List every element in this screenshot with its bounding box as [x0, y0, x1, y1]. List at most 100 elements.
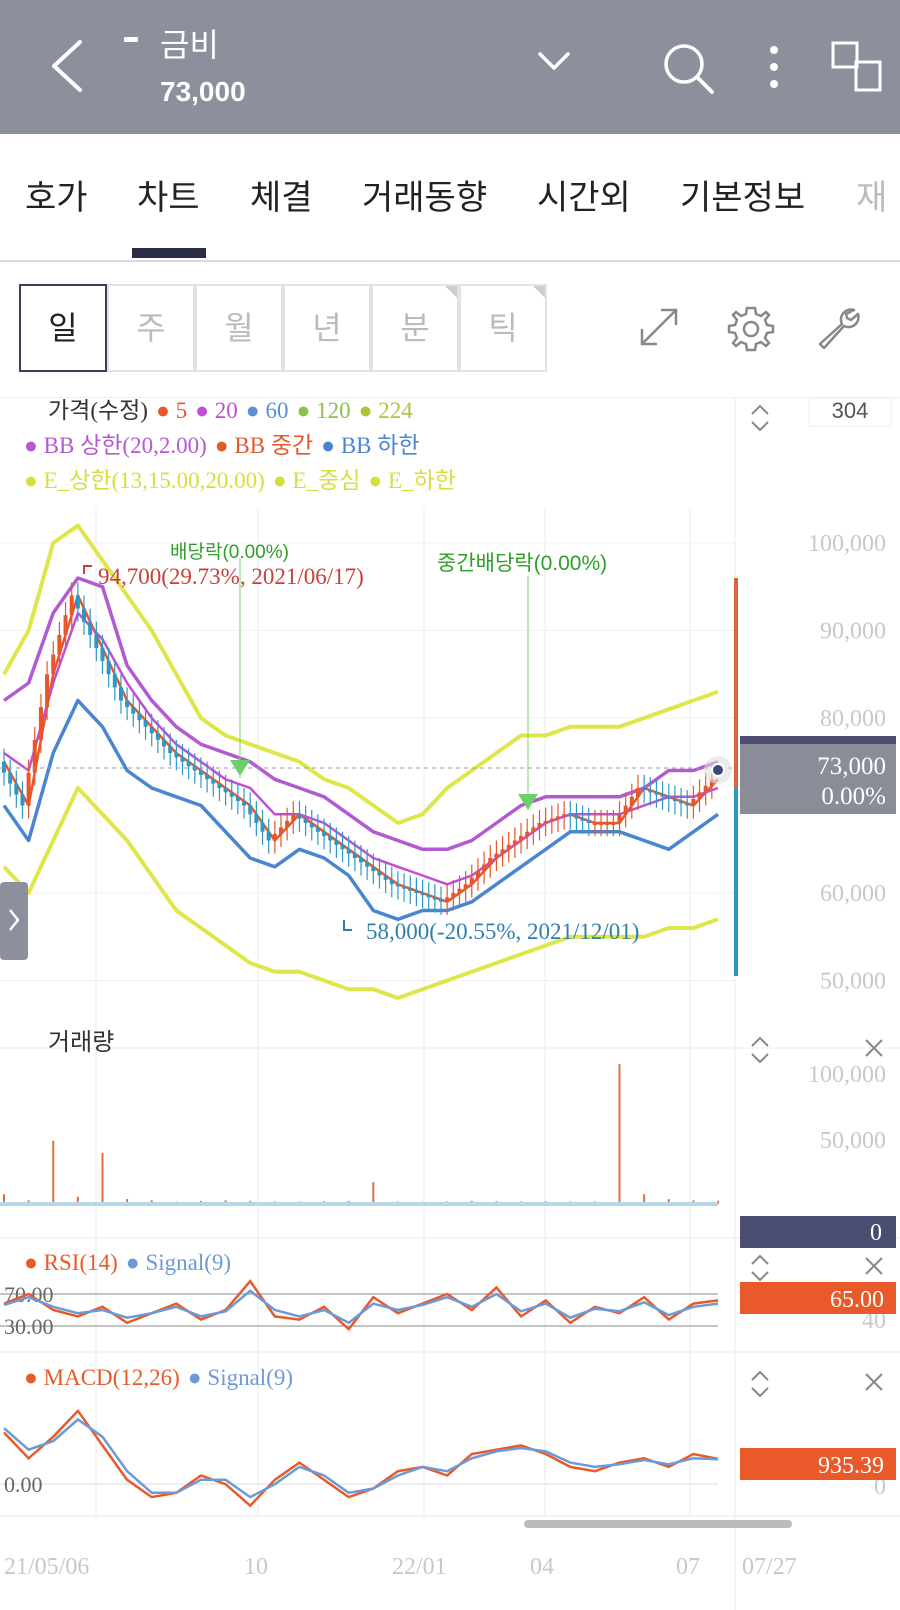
legend-dot-icon: ● [195, 398, 215, 423]
macd-panel-close-icon[interactable] [865, 1373, 883, 1391]
candle-body [198, 770, 203, 775]
candle-body [32, 739, 37, 773]
tab-orderbook[interactable]: 호가 [25, 179, 88, 217]
volume-bar [667, 1199, 670, 1204]
volume-bar [76, 1196, 79, 1204]
horizontal-scrollbar[interactable] [524, 1520, 792, 1528]
candle-body [26, 772, 31, 806]
candle-body [328, 836, 333, 841]
stock-chart[interactable]: 가격(수정) ● 5 ● 20 ● 60 ● 120 ● 224 ● BB 상한(20,2… [0, 398, 900, 1610]
candle-body [482, 864, 487, 872]
back-arrow-icon[interactable] [46, 36, 96, 96]
stock-name[interactable]: 금비 [160, 27, 219, 63]
candle-body [691, 798, 696, 806]
candle-body [611, 823, 616, 825]
chart-grid [0, 398, 900, 1610]
period-week-button[interactable]: 주 [107, 284, 195, 372]
candle-body [14, 783, 19, 795]
candle-body [599, 823, 604, 825]
volume-title: 거래량 [48, 1029, 114, 1056]
volume-tick-50000: 50,000 [820, 1128, 886, 1154]
legend-item: 5 [176, 398, 188, 423]
tab-financials[interactable]: 재 [856, 179, 888, 217]
candle-body [672, 798, 677, 802]
tab-chart[interactable]: 차트 [137, 179, 200, 217]
volume-panel-close-icon[interactable] [865, 1039, 883, 1057]
candle-body [586, 820, 591, 823]
volume-tick-100000: 100,000 [808, 1062, 886, 1088]
volume-panel-resize-icon[interactable] [751, 1036, 769, 1064]
legend-item: MACD(12,26) [44, 1365, 180, 1390]
price-tick-label: 50,000 [820, 969, 886, 995]
stock-price: 73,000 [160, 76, 246, 107]
envelope-legend: ● E_상한(13,15.00,20.00) ● E_중심 ● E_하한 [24, 468, 456, 493]
candle-body [162, 739, 167, 747]
candle-body [648, 790, 653, 793]
candle-body [432, 897, 437, 900]
price-tick-label: 100,000 [808, 531, 886, 557]
macd-badge [740, 1448, 896, 1480]
candle-body [174, 753, 179, 758]
x-tick-label: 21/05/06 [4, 1554, 89, 1580]
candle-body [371, 866, 376, 872]
candle-body [278, 827, 283, 834]
candle-body [679, 801, 684, 804]
volume-bar [643, 1194, 646, 1204]
series-line-E_하한 [2, 786, 719, 1000]
expand-icon[interactable] [636, 304, 682, 350]
period-month-button[interactable]: 월 [195, 284, 283, 372]
more-vertical-icon[interactable] [766, 44, 782, 90]
tab-trades[interactable]: 체결 [250, 179, 313, 217]
current-change-badge-value: 0.00% [821, 783, 886, 810]
side-drawer-handle[interactable] [0, 882, 28, 960]
macd-zero-label: 0.00 [4, 1472, 43, 1497]
price-legend-line1: 가격(수정) ● 5 ● 20 ● 60 ● 120 ● 224 [48, 398, 413, 423]
candle-body [420, 893, 425, 896]
macd-panel-resize-icon[interactable] [751, 1370, 769, 1398]
volume-bar [52, 1140, 55, 1204]
candle-body [605, 823, 610, 825]
candle-body [402, 886, 407, 889]
candle-body [617, 814, 622, 823]
candle-body [88, 621, 93, 635]
tab-basic-info[interactable]: 기본정보 [680, 179, 806, 217]
candle-body [340, 844, 345, 850]
period-day-button[interactable]: 일 [19, 284, 107, 372]
candle-body [642, 788, 647, 791]
candle-body [94, 634, 99, 648]
candle-body [549, 818, 554, 821]
volume-badge-value: 0 [870, 1220, 882, 1246]
series-line-BB-하한 [2, 698, 720, 922]
legend-dot-icon: ● [321, 433, 341, 458]
candle-body [389, 879, 394, 885]
rsi-badge [740, 1282, 896, 1314]
legend-item: E_상한(13,15.00,20.00) [44, 468, 265, 493]
wrench-icon[interactable] [814, 304, 864, 354]
candle-count: 304 [832, 398, 869, 423]
chevron-down-icon[interactable] [536, 50, 572, 74]
window-switch-icon[interactable] [830, 40, 884, 94]
tab-trading-trends[interactable]: 거래동향 [362, 179, 488, 217]
candle-body [426, 895, 431, 898]
candle-body [118, 687, 123, 701]
search-icon[interactable] [660, 40, 716, 96]
price-panel-resize-icon[interactable] [751, 404, 769, 432]
price-candles [2, 582, 714, 915]
period-tick-button[interactable]: 틱 [459, 284, 547, 372]
period-year-button[interactable]: 년 [283, 284, 371, 372]
legend-dot-icon: ● [126, 1250, 146, 1275]
period-minute-button[interactable]: 분 [371, 284, 459, 372]
candle-body [469, 877, 474, 885]
rsi-panel-resize-icon[interactable] [751, 1254, 769, 1282]
period-high-label: 94,700(29.73%, 2021/06/17) [98, 564, 364, 589]
rsi-panel-close-icon[interactable] [865, 1257, 883, 1275]
candle-body [20, 794, 25, 806]
volume-bar [3, 1194, 5, 1204]
macd-line [3, 1408, 719, 1508]
settings-gear-icon[interactable] [726, 304, 776, 354]
tab-after-hours[interactable]: 시간외 [537, 179, 631, 217]
interim-dividend-marker-icon [518, 794, 538, 810]
legend-dot-icon: ● [24, 433, 44, 458]
candle-body [82, 608, 87, 622]
candle-body [112, 674, 117, 688]
